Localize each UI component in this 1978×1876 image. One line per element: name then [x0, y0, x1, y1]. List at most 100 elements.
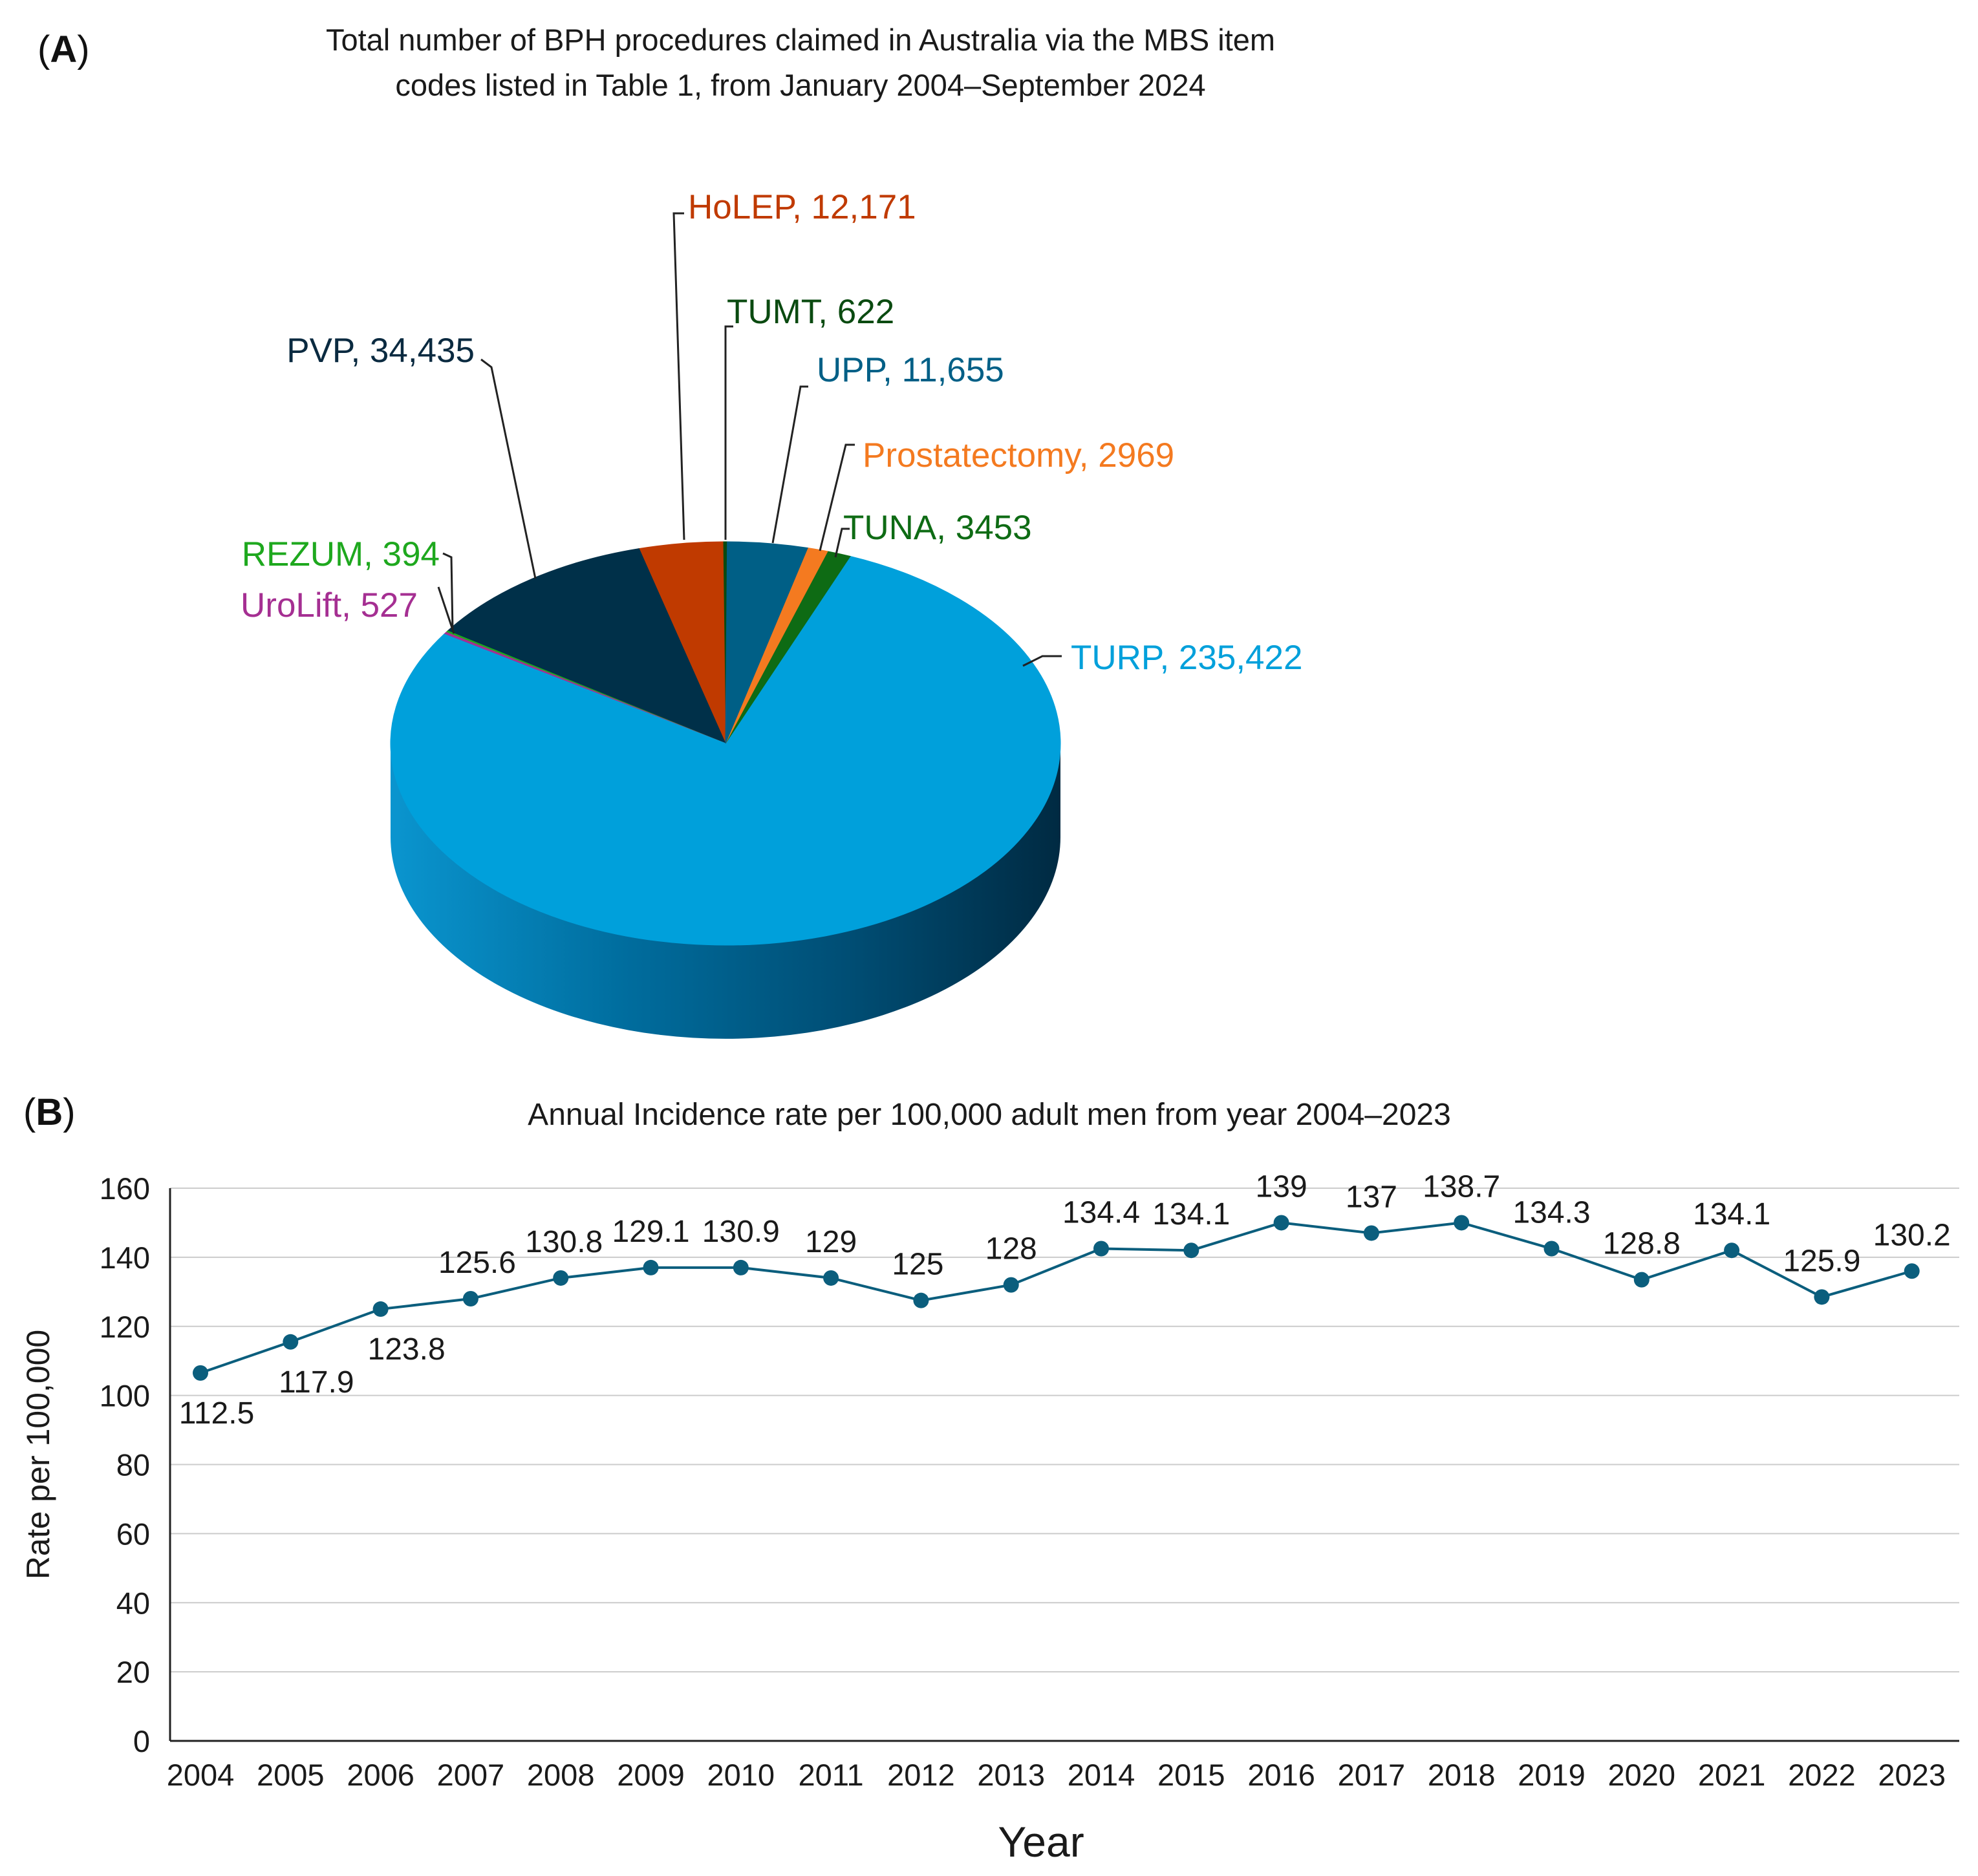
- leader-line-urolift: [437, 586, 455, 634]
- x-tick-label-2006: 2006: [347, 1758, 414, 1792]
- data-point-2005: [283, 1334, 299, 1350]
- data-point-2008: [553, 1270, 569, 1286]
- pie-label-rezum: REZUM, 394: [242, 535, 440, 573]
- gridlines: [170, 1188, 1959, 1673]
- x-tick-label-2021: 2021: [1698, 1758, 1766, 1792]
- pie-labels: HoLEP, 12,171 TUMT, 622 UPP, 11,655 Pros…: [241, 188, 1302, 677]
- data-label-2015: 134.1: [1152, 1197, 1230, 1231]
- leader-line-prostatectomy: [819, 443, 855, 551]
- x-tick-labels: 2004 2005 2006 2007 2008 2009 2010 2011 2012 2013…: [167, 1758, 1946, 1792]
- pie-side: [391, 743, 1060, 1039]
- data-label-2020: 128.8: [1603, 1227, 1681, 1261]
- x-tick-label-2010: 2010: [707, 1758, 775, 1792]
- series-line: [200, 1221, 1913, 1374]
- data-point-2020: [1633, 1272, 1650, 1288]
- x-tick-label-2022: 2022: [1788, 1758, 1856, 1792]
- data-point-2016: [1273, 1215, 1289, 1231]
- data-label-2016: 139: [1256, 1169, 1307, 1204]
- data-label-2022: 125.9: [1783, 1244, 1860, 1278]
- data-label-2010: 130.9: [702, 1215, 780, 1249]
- pie-label-upp: UPP, 11,655: [817, 351, 1004, 389]
- y-axis-title: Rate per 100,000: [20, 1330, 56, 1579]
- data-point-2006: [372, 1301, 389, 1317]
- pie-side-band: [391, 743, 1060, 1039]
- panel-a-label: (A): [38, 28, 90, 70]
- x-tick-label-2018: 2018: [1428, 1758, 1496, 1792]
- x-tick-label-2008: 2008: [527, 1758, 595, 1792]
- data-label-2019: 134.3: [1512, 1196, 1590, 1230]
- series-points: [193, 1215, 1920, 1381]
- pie-slice-upp: [725, 541, 808, 744]
- leader-line-tumt: [724, 325, 733, 540]
- y-tick-label-0: 0: [133, 1724, 150, 1758]
- data-labels: 112.5 117.9 123.8 125.6 130.8 129.1 130.9 129 12…: [179, 1169, 1951, 1430]
- y-tick-label-100: 100: [100, 1379, 150, 1413]
- y-tick-label-160: 160: [100, 1171, 150, 1206]
- leader-line-turp: [1022, 655, 1062, 667]
- panel-b: (B) Annual Incidence rate per 100,000 ad…: [20, 1091, 1959, 1866]
- y-tick-label-120: 120: [100, 1310, 150, 1344]
- y-tick-labels: 0 20 40 60 80 100 120 140 160: [100, 1171, 150, 1758]
- data-point-2014: [1093, 1241, 1109, 1257]
- leader-line-upp: [771, 385, 808, 544]
- leader-line-rezum: [442, 552, 454, 631]
- line-chart-title: Annual Incidence rate per 100,000 adult …: [528, 1098, 1451, 1132]
- x-tick-label-2012: 2012: [887, 1758, 955, 1792]
- data-point-2019: [1543, 1241, 1560, 1257]
- x-tick-label-2011: 2011: [799, 1758, 864, 1792]
- pie-title-line-1: Total number of BPH procedures claimed i…: [326, 23, 1275, 57]
- leader-line-holep: [672, 212, 685, 540]
- leader-line-pvp: [480, 358, 537, 579]
- x-tick-label-2005: 2005: [257, 1758, 325, 1792]
- pie-slices: [390, 541, 1061, 946]
- pie-slice-pvp: [447, 548, 726, 744]
- x-tick-label-2017: 2017: [1338, 1758, 1406, 1792]
- y-tick-label-40: 40: [116, 1586, 150, 1620]
- x-tick-label-2016: 2016: [1247, 1758, 1315, 1792]
- y-tick-label-60: 60: [116, 1517, 150, 1551]
- pie-label-prostatectomy: Prostatectomy, 2969: [863, 436, 1174, 474]
- data-point-2012: [913, 1292, 929, 1308]
- data-label-2021: 134.1: [1693, 1197, 1770, 1231]
- y-tick-label-20: 20: [116, 1655, 150, 1689]
- data-point-2007: [462, 1291, 478, 1306]
- data-point-2013: [1003, 1277, 1019, 1293]
- x-tick-label-2007: 2007: [437, 1758, 505, 1792]
- data-label-2012: 125: [892, 1248, 943, 1282]
- panel-b-label: (B): [23, 1091, 76, 1133]
- data-point-2009: [643, 1259, 659, 1275]
- data-label-2014: 134.4: [1062, 1196, 1140, 1230]
- data-point-2010: [733, 1259, 749, 1275]
- data-label-2013: 128: [985, 1232, 1037, 1266]
- x-tick-label-2009: 2009: [617, 1758, 685, 1792]
- data-point-2021: [1724, 1242, 1740, 1259]
- pie-label-urolift: UroLift, 527: [241, 586, 418, 624]
- x-tick-label-2013: 2013: [977, 1758, 1045, 1792]
- data-label-2004: 112.5: [179, 1396, 255, 1431]
- data-point-2022: [1814, 1289, 1830, 1305]
- data-point-2023: [1904, 1263, 1920, 1279]
- data-label-2023: 130.2: [1873, 1218, 1951, 1252]
- data-point-2015: [1183, 1242, 1199, 1259]
- y-tick-label-80: 80: [116, 1448, 150, 1482]
- x-tick-label-2019: 2019: [1518, 1758, 1586, 1792]
- pie-label-turp: TURP, 235,422: [1071, 639, 1302, 677]
- data-label-2006: 123.8: [368, 1332, 446, 1367]
- data-label-2017: 137: [1346, 1180, 1397, 1214]
- pie-label-tuna: TUNA, 3453: [843, 509, 1032, 547]
- data-label-2011: 129: [805, 1225, 857, 1259]
- x-tick-label-2015: 2015: [1157, 1758, 1225, 1792]
- x-tick-label-2020: 2020: [1608, 1758, 1676, 1792]
- pie-label-pvp: PVP, 34,435: [286, 332, 475, 370]
- data-label-2007: 125.6: [438, 1246, 516, 1280]
- data-point-2004: [193, 1365, 208, 1381]
- y-tick-label-140: 140: [100, 1241, 150, 1275]
- leader-line-tuna: [834, 528, 850, 558]
- data-label-2005: 117.9: [279, 1365, 354, 1400]
- x-tick-label-2004: 2004: [167, 1758, 235, 1792]
- data-point-2011: [823, 1270, 839, 1286]
- pie-label-holep: HoLEP, 12,171: [688, 188, 916, 226]
- data-label-2009: 129.1: [612, 1215, 689, 1249]
- pie-leader-lines: [437, 212, 1062, 667]
